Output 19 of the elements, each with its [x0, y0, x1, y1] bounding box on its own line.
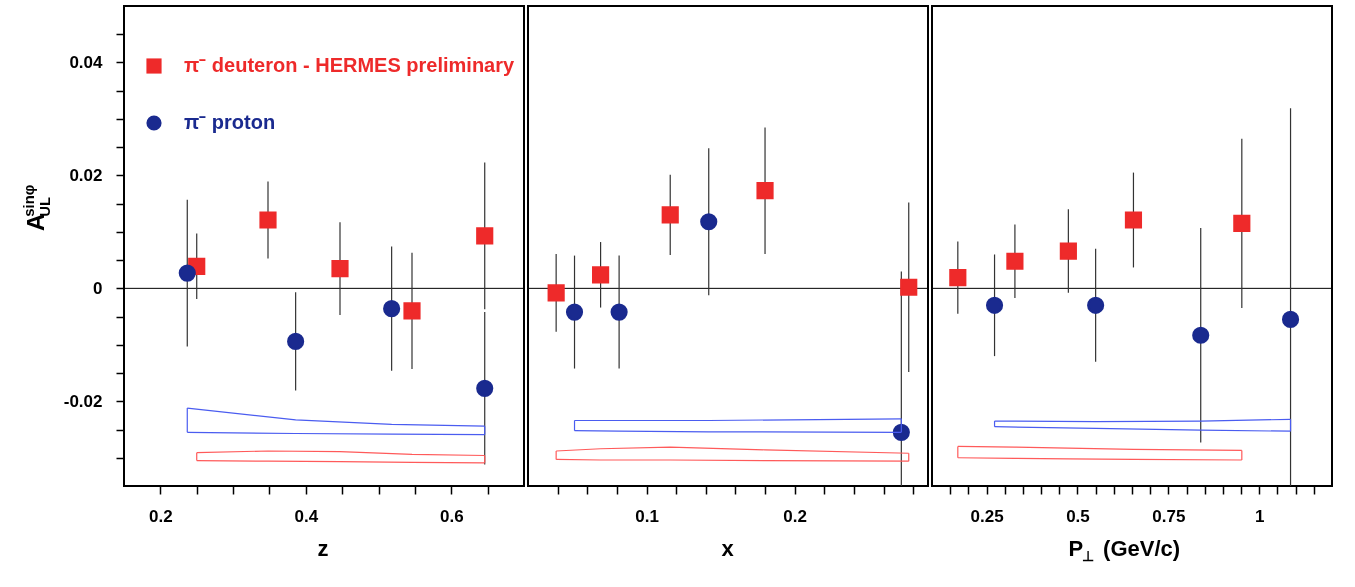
x-tick-label: 0.75 — [1152, 506, 1186, 526]
x-tick-label: 1 — [1255, 506, 1265, 526]
legend-label: π⁻ proton — [184, 111, 276, 133]
x-axis-title: P⊥ (GeV/c) — [1068, 535, 1181, 565]
x-tick-label: 0.25 — [970, 506, 1004, 526]
x-tick-label: 0.1 — [635, 506, 659, 526]
y-axis-title: AsinφUL — [20, 184, 54, 232]
x-tick-label: 0.6 — [439, 506, 464, 526]
x-tick-label: 0.5 — [1066, 506, 1090, 526]
x-tick-label: 0.2 — [149, 506, 173, 526]
y-tick-label: 0 — [93, 278, 103, 298]
x-axis-title: z — [317, 535, 329, 561]
y-tick-label: 0.02 — [69, 165, 103, 185]
y-tick-label: 0.04 — [69, 52, 104, 72]
x-tick-label: 0.4 — [294, 506, 319, 526]
legend-label: π⁻ deuteron - HERMES preliminary — [184, 54, 516, 76]
y-tick-label: -0.02 — [63, 391, 103, 411]
x-axis-title: x — [721, 535, 735, 561]
x-tick-label: 0.2 — [783, 506, 807, 526]
